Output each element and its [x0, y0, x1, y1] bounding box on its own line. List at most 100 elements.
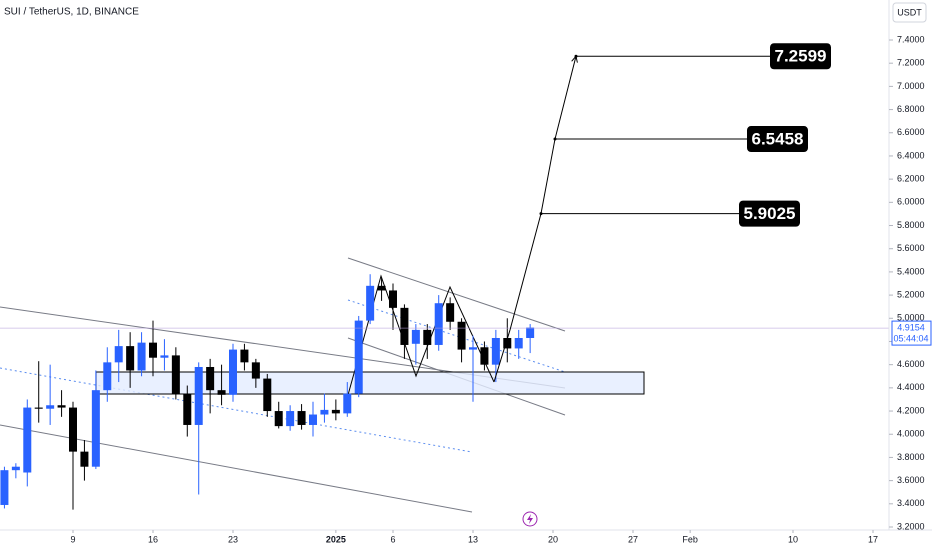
event-icon	[527, 514, 533, 524]
currency-box	[892, 2, 927, 23]
candle-body	[434, 303, 443, 345]
candle-body	[343, 393, 352, 414]
candle-body	[149, 342, 157, 358]
x-tick-label: 16	[148, 534, 158, 544]
y-tick-label: 5.4000	[897, 266, 925, 276]
target-label: 7.2599	[775, 47, 827, 66]
currency: USDT	[897, 7, 922, 17]
y-tick-label: 6.2000	[897, 174, 925, 184]
candle-body	[80, 451, 89, 467]
trend-line	[0, 424, 473, 513]
candle-body	[526, 327, 535, 338]
price-label: 4.9154	[897, 322, 925, 332]
y-tick-label: 3.8000	[897, 452, 925, 462]
candle-body	[423, 329, 432, 345]
candle-body	[46, 405, 55, 409]
y-tick-label: 7.2000	[897, 58, 925, 68]
y-tick-label: 5.8000	[897, 220, 925, 230]
candle-body	[263, 378, 272, 412]
target-point	[539, 212, 543, 216]
projection-arrow	[509, 56, 576, 331]
candles	[0, 274, 535, 510]
candle-body	[457, 321, 466, 350]
y-tick-label: 4.0000	[897, 429, 925, 439]
chart-title: SUI / TetherUS, 1D, BINANCE	[4, 7, 139, 18]
y-tick-label: 5.0000	[897, 313, 925, 323]
candle-body	[446, 303, 455, 322]
x-tick-label: 9	[70, 534, 75, 544]
candle-body	[57, 405, 66, 408]
candle-body	[309, 414, 317, 425]
candle-body	[160, 355, 169, 358]
candle-body	[23, 407, 32, 473]
y-tick-label: 6.8000	[897, 104, 925, 114]
y-tick-label: 6.6000	[897, 127, 925, 137]
x-tick-label: 10	[788, 534, 798, 544]
x-tick-label: 27	[628, 534, 638, 544]
candle-body	[183, 393, 192, 425]
x-tick-label: Feb	[682, 534, 698, 544]
candle-body	[137, 342, 146, 371]
candle-body	[126, 346, 135, 371]
candle-body	[503, 337, 512, 349]
candle-body	[240, 349, 249, 363]
candle-body	[411, 329, 420, 344]
candle-body	[354, 320, 363, 394]
candle-body	[217, 390, 226, 395]
plot-area: 5.9025 6.5458 7.2599	[0, 43, 889, 513]
candle-body	[11, 466, 20, 471]
y-tick-label: 3.6000	[897, 475, 925, 485]
candle-body	[366, 285, 375, 321]
y-tick-label: 7.0000	[897, 81, 925, 91]
y-tick-label: 6.0000	[897, 197, 925, 207]
x-tick-label: 20	[548, 534, 558, 544]
target-label: 6.5458	[752, 130, 804, 149]
target-box	[770, 43, 831, 70]
candle-body	[34, 407, 43, 409]
target-label: 5.9025	[744, 204, 796, 223]
candle-body	[297, 411, 306, 425]
y-tick-label: 5.2000	[897, 289, 925, 299]
candle-body	[400, 307, 409, 345]
x-tick-label: 13	[468, 534, 478, 544]
y-tick-label: 7.4000	[897, 34, 925, 44]
x-tick-label: 6	[390, 534, 395, 544]
candle-body	[69, 407, 77, 452]
candle-body	[286, 411, 295, 427]
candle-body	[103, 362, 112, 391]
candle-body	[491, 337, 500, 365]
candle-body	[331, 409, 340, 414]
candle-body	[320, 409, 329, 415]
candle-body	[480, 347, 489, 365]
x-tick-label: 23	[228, 534, 238, 544]
target-point	[553, 137, 557, 141]
x-tick-label: 2025	[326, 534, 346, 544]
y-tick-label: 3.2000	[897, 521, 925, 531]
target-point	[574, 54, 578, 58]
y-tick-label: 4.6000	[897, 359, 925, 369]
overlay: 5.9025 6.5458 7.2599	[0, 43, 889, 383]
target-box	[747, 126, 808, 153]
target-box	[739, 200, 800, 227]
y-tick-label: 5.6000	[897, 243, 925, 253]
price-label-box	[891, 320, 932, 346]
candle-body	[171, 355, 180, 394]
candle-body	[91, 390, 100, 467]
y-tick-label: 4.2000	[897, 405, 925, 415]
candle-body	[514, 337, 523, 349]
candle-body	[194, 366, 203, 425]
y-tick-label: 6.4000	[897, 150, 925, 160]
breakout-arrow	[493, 329, 511, 383]
y-tick-label: 3.4000	[897, 498, 925, 508]
y-tick-label: 4.4000	[897, 382, 925, 392]
axes: 3.2000 3.4000 3.6000 3.8000 4.0000 4.2000 4.40…	[70, 34, 932, 544]
countdown: 05:44:04	[893, 333, 928, 343]
x-tick-label: 17	[868, 534, 878, 544]
candle-body	[274, 411, 283, 427]
candle-body	[377, 285, 386, 291]
candle-body	[469, 347, 477, 350]
candle-body	[0, 470, 9, 505]
candle-body	[114, 346, 123, 363]
candle-body	[251, 362, 260, 379]
